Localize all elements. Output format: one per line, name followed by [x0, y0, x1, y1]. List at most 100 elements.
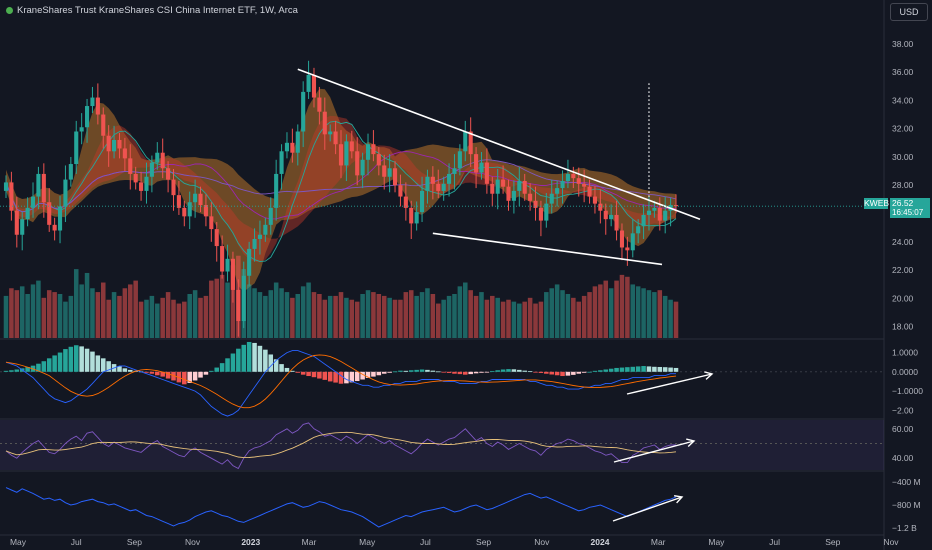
candle-body: [409, 207, 414, 224]
candle-body: [3, 182, 9, 191]
macd-histogram-bar: [473, 371, 479, 374]
macd-histogram-bar: [14, 369, 20, 372]
time-axis-label: May: [359, 537, 376, 547]
volume-bar: [506, 299, 511, 338]
candle-body: [430, 176, 435, 184]
volume-bar: [635, 286, 641, 338]
candle-body: [182, 207, 187, 217]
candle-body: [371, 144, 376, 155]
volume-bar: [9, 288, 14, 338]
candle-body: [436, 183, 441, 191]
candle-body: [290, 142, 295, 153]
flow-rising-arrow-head: [673, 494, 684, 504]
volume-bar: [398, 299, 403, 338]
macd-histogram-bar: [225, 358, 230, 372]
candle-body: [414, 212, 419, 224]
candle-body: [214, 229, 219, 247]
macd-histogram-bar: [176, 371, 182, 383]
time-axis-label: Nov: [185, 537, 201, 547]
price-tick-label: 36.00: [892, 67, 914, 77]
candle-body: [295, 131, 300, 153]
candle-body: [360, 159, 365, 176]
candle-body: [387, 168, 392, 177]
volume-bar: [668, 299, 673, 338]
macd-histogram-bar: [673, 367, 679, 372]
macd-histogram-bar: [322, 371, 328, 380]
rsi-rising-arrow: [613, 440, 695, 463]
volume-bar: [533, 303, 538, 338]
macd-histogram-bar: [425, 369, 430, 372]
candle-body: [349, 141, 354, 152]
volume-bar: [452, 294, 457, 338]
macd-histogram-bar: [565, 371, 571, 376]
macd-histogram-bar: [446, 371, 452, 373]
volume-bar: [128, 284, 133, 338]
volume-bar: [187, 294, 192, 338]
macd-histogram-bar: [598, 370, 603, 372]
macd-histogram-bar: [457, 371, 463, 375]
macd-histogram-bar: [581, 371, 587, 373]
volume-bar: [111, 292, 117, 338]
candle-body: [582, 183, 587, 187]
macd-histogram-bar: [403, 370, 409, 372]
candle-body: [636, 226, 641, 234]
macd-histogram-bar: [165, 371, 171, 379]
candle-body: [565, 173, 570, 181]
candle-body: [57, 206, 63, 231]
symbol-title: KraneShares Trust KraneShares CSI China …: [17, 5, 298, 16]
macd-histogram-bar: [587, 371, 592, 373]
candle-body: [171, 179, 176, 196]
macd-histogram-bar: [430, 370, 436, 372]
time-axis-label: Sep: [825, 537, 840, 547]
volume-bar: [246, 284, 252, 338]
volume-bar: [171, 299, 176, 338]
time-axis-label: Nov: [534, 537, 550, 547]
volume-bar: [349, 299, 355, 338]
volume-bar: [52, 292, 57, 338]
currency-button[interactable]: USD: [890, 3, 928, 21]
candle-body: [160, 152, 165, 169]
macd-histogram-bar: [527, 371, 533, 373]
volume-bar: [73, 269, 79, 338]
volume-bar: [360, 294, 365, 338]
candle-body: [468, 131, 473, 155]
candle-body: [209, 216, 214, 230]
macd-histogram-bar: [657, 366, 663, 372]
volume-bar: [560, 290, 565, 338]
macd-histogram-bar: [284, 367, 290, 372]
volume-bar: [338, 292, 344, 338]
volume-bar: [311, 292, 317, 338]
candle-body: [609, 214, 614, 220]
volume-bar: [203, 295, 209, 338]
macd-histogram-bar: [441, 371, 446, 373]
candle-body: [630, 233, 635, 251]
volume-bar: [290, 297, 295, 338]
macd-histogram-bar: [571, 371, 576, 375]
volume-bar: [252, 288, 257, 338]
volume-bar: [14, 290, 20, 338]
candle-body: [490, 183, 495, 194]
price-tag-value: 26.52: [890, 198, 930, 209]
macd-line: [5, 350, 676, 417]
candle-body: [338, 144, 344, 166]
macd-histogram-bar: [95, 355, 101, 372]
macd-histogram-bar: [479, 371, 484, 373]
volume-bar: [317, 294, 322, 338]
macd-histogram-bar: [57, 352, 63, 372]
volume-bar: [144, 299, 149, 338]
macd-tick-label: −2.00: [892, 405, 914, 415]
macd-histogram-bar: [371, 371, 376, 377]
volume-bar: [625, 276, 630, 338]
macd-histogram-bar: [214, 367, 219, 372]
volume-bar: [117, 295, 122, 338]
macd-histogram-bar: [533, 371, 538, 373]
macd-histogram-bar: [338, 371, 344, 384]
candle-body: [101, 114, 106, 136]
candle-body: [14, 210, 19, 235]
candle-body: [144, 176, 149, 191]
candle-body: [398, 185, 403, 197]
candle-body: [284, 142, 290, 152]
price-tick-label: 32.00: [892, 124, 914, 134]
